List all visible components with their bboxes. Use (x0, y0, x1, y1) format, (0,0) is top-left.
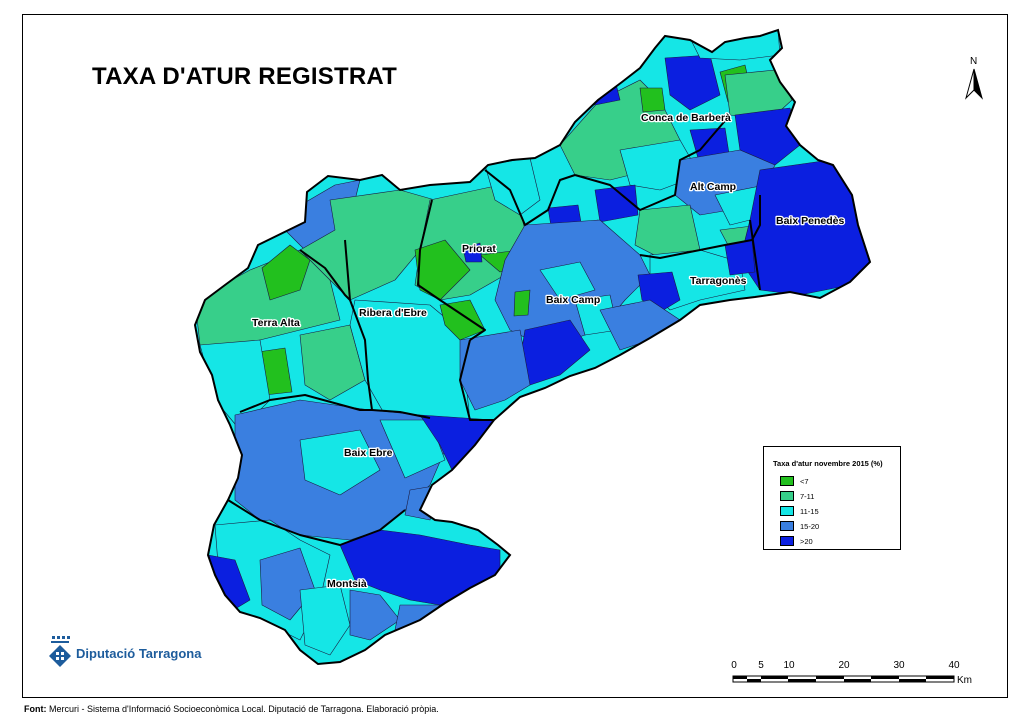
legend-swatch (780, 536, 794, 546)
source-label: Font: (24, 704, 47, 714)
scale-tick-label: 20 (838, 660, 850, 671)
comarca-borders (227, 114, 761, 546)
region-label-baix-camp: Baix Camp (546, 294, 600, 306)
legend-label: 7-11 (800, 491, 815, 501)
diputacio-emblem-icon (49, 636, 71, 667)
region-label-montsia: Montsià (327, 578, 367, 590)
municipality-area (349, 589, 401, 641)
source-note: Font: Mercuri - Sistema d'Informació Soc… (24, 704, 439, 714)
municipality-area (594, 184, 639, 223)
scale-bar: 0 5 10 20 30 40 Km (728, 660, 978, 690)
legend-label: 11-15 (800, 506, 819, 516)
scale-bar-graphic (732, 675, 955, 683)
municipality-area (634, 204, 701, 259)
legend-item: <7 (780, 475, 809, 487)
region-label-tarragones: Tarragonès (690, 275, 747, 287)
region-label-terra-alta: Terra Alta (252, 317, 300, 329)
municipality-area (539, 261, 596, 301)
municipality-area (394, 604, 441, 631)
legend-label: 15-20 (800, 521, 820, 531)
legend-swatch (780, 491, 794, 501)
municipality-area (299, 429, 381, 496)
scale-tick-label: 40 (948, 660, 960, 671)
region-label-baix-penedes: Baix Penedès (776, 215, 844, 227)
municipality-area (462, 242, 483, 263)
region-label-ribera-debre: Ribera d'Ebre (359, 307, 427, 319)
scale-tick-label: 10 (783, 660, 795, 671)
north-arrow-icon (965, 68, 983, 100)
scale-tick-label: 30 (893, 660, 905, 671)
municipality-area (724, 239, 756, 276)
legend-item: 7-11 (780, 490, 814, 502)
legend-label: <7 (800, 476, 809, 486)
north-arrow: N (962, 56, 986, 102)
scale-tick-label: 0 (731, 660, 737, 671)
municipality-area (299, 324, 366, 401)
municipality-area (734, 107, 801, 166)
scale-unit: Km (957, 675, 972, 686)
region-label-baix-ebre: Baix Ebre (344, 447, 393, 459)
legend-item: 15-20 (780, 520, 819, 532)
legend-swatch (780, 521, 794, 531)
municipality-area (379, 419, 446, 479)
municipality-area (261, 244, 311, 301)
legend-item: >20 (780, 535, 813, 547)
municipality-area (299, 584, 351, 656)
municipality-area (299, 189, 436, 301)
municipality-area (639, 87, 666, 113)
region-label-alt-camp: Alt Camp (690, 181, 736, 193)
legend-label: >20 (800, 536, 813, 546)
municipality-area (414, 239, 471, 301)
municipality-area (513, 289, 531, 317)
municipality-area (439, 299, 486, 341)
north-letter: N (970, 56, 978, 67)
legend-swatch (780, 476, 794, 486)
legend-title: Taxa d'atur novembre 2015 (%) (773, 459, 883, 468)
legend-item: 11-15 (780, 505, 819, 517)
legend-swatch (780, 506, 794, 516)
diputacio-logo: Diputació Tarragona (48, 636, 201, 670)
municipality-area (584, 79, 621, 106)
logo-text: Diputació Tarragona (76, 645, 202, 661)
map-legend: Taxa d'atur novembre 2015 (%) <7 7-11 11… (763, 446, 901, 550)
region-label-conca-de-barbera: Conca de Barberà (641, 112, 731, 124)
scale-tick-label: 5 (758, 660, 764, 671)
source-text: Mercuri - Sistema d'Informació Socioecon… (46, 704, 439, 714)
map-title: TAXA D'ATUR REGISTRAT (92, 63, 397, 90)
region-label-priorat: Priorat (462, 243, 496, 255)
